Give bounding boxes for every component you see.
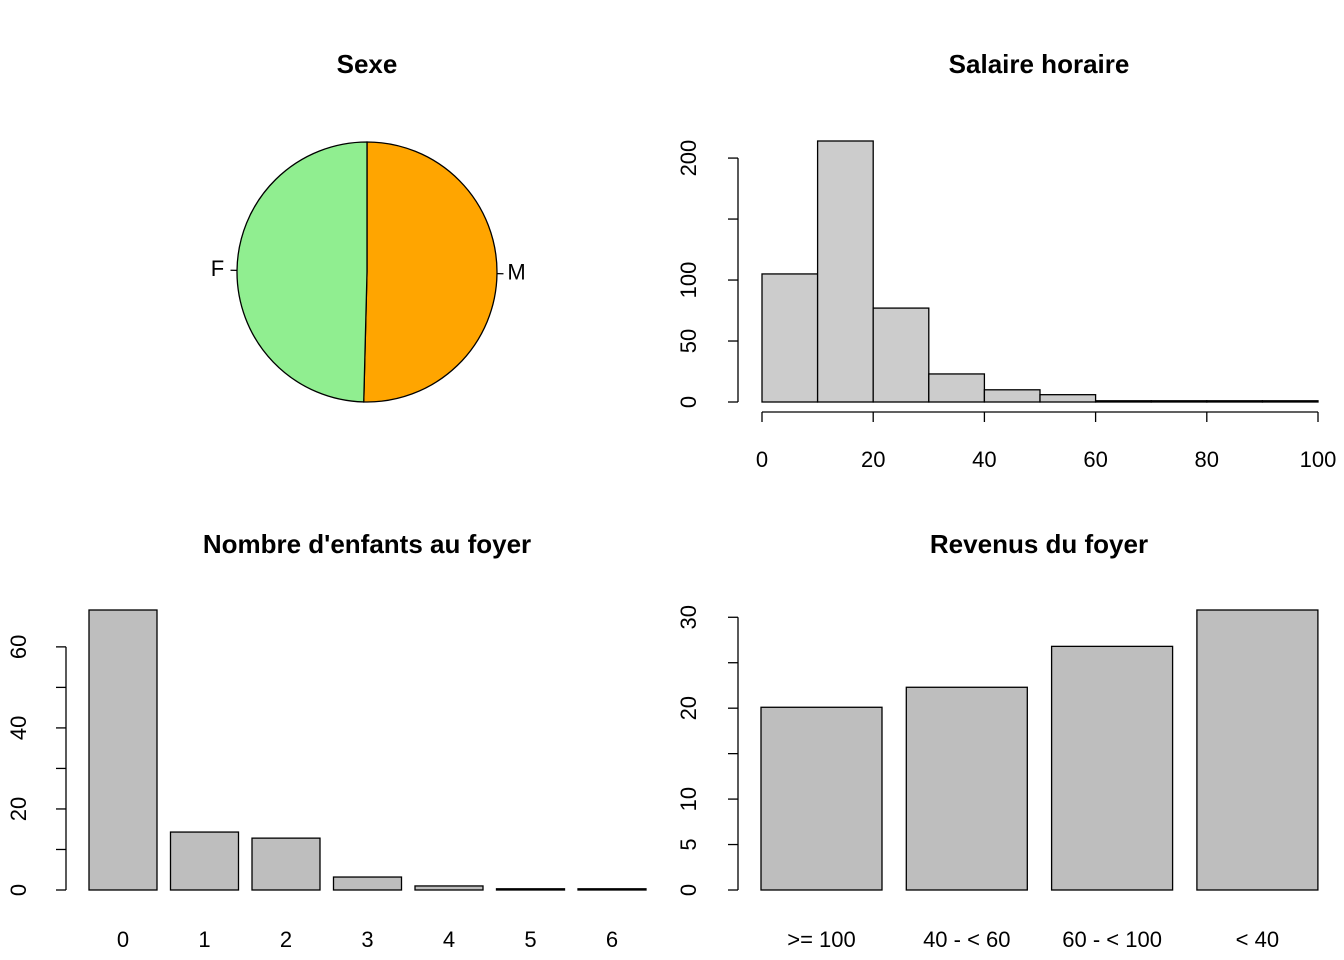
bar (1196, 609, 1319, 891)
y-tick-label: 10 (676, 787, 701, 811)
y-tick-label: 20 (6, 797, 31, 821)
chart-title: Salaire horaire (949, 49, 1130, 79)
bar (88, 609, 158, 891)
x-tick-label: < 40 (1236, 927, 1279, 952)
bar (251, 837, 321, 891)
x-tick-label: 60 - < 100 (1062, 927, 1162, 952)
x-tick-label: 40 (972, 447, 996, 472)
y-tick-label: 50 (676, 329, 701, 353)
histogram-bar (1206, 400, 1264, 403)
x-tick-label: 20 (861, 447, 885, 472)
x-tick-label: 100 (1300, 447, 1337, 472)
y-tick-label: 0 (676, 396, 701, 408)
x-tick-label: 2 (280, 927, 292, 952)
histogram-bar (1094, 400, 1152, 403)
x-tick-label: 5 (524, 927, 536, 952)
x-tick-label: 60 (1083, 447, 1107, 472)
bar (169, 831, 240, 891)
bar (760, 706, 883, 891)
histogram-bar (1150, 400, 1208, 403)
y-tick-label: 5 (676, 838, 701, 850)
x-tick-label: 0 (117, 927, 129, 952)
x-tick-label: 1 (198, 927, 210, 952)
chart-title: Sexe (337, 49, 398, 79)
y-tick-label: 100 (676, 262, 701, 299)
pie-slice (236, 141, 368, 403)
x-tick-label: 4 (443, 927, 455, 952)
bar (332, 876, 403, 891)
histogram-bar (816, 140, 874, 403)
chart-title: Revenus du foyer (930, 529, 1148, 559)
y-tick-label: 200 (676, 140, 701, 177)
bar (1050, 645, 1174, 891)
x-tick-label: 40 - < 60 (923, 927, 1010, 952)
bar (495, 888, 566, 891)
y-tick-label: 60 (6, 635, 31, 659)
histogram-bar (928, 373, 986, 403)
bar (905, 686, 1028, 891)
x-tick-label: 0 (756, 447, 768, 472)
bar (577, 888, 647, 891)
x-tick-label: 80 (1195, 447, 1219, 472)
histogram-bar (872, 307, 930, 403)
histogram-bar (761, 273, 819, 403)
y-tick-label: 0 (676, 884, 701, 896)
histogram-bar (1039, 394, 1097, 403)
bar (414, 885, 484, 891)
y-tick-label: 20 (676, 696, 701, 720)
x-tick-label: >= 100 (787, 927, 856, 952)
x-tick-label: 6 (606, 927, 618, 952)
y-tick-label: 30 (676, 605, 701, 629)
histogram-bar (1261, 400, 1319, 403)
x-tick-label: 3 (361, 927, 373, 952)
pie-label: F (211, 256, 224, 281)
pie-label: M (507, 260, 525, 285)
chart-title: Nombre d'enfants au foyer (203, 529, 531, 559)
y-tick-label: 40 (6, 716, 31, 740)
y-tick-label: 0 (6, 884, 31, 896)
pie-slice (363, 141, 498, 403)
histogram-bar (983, 389, 1041, 403)
